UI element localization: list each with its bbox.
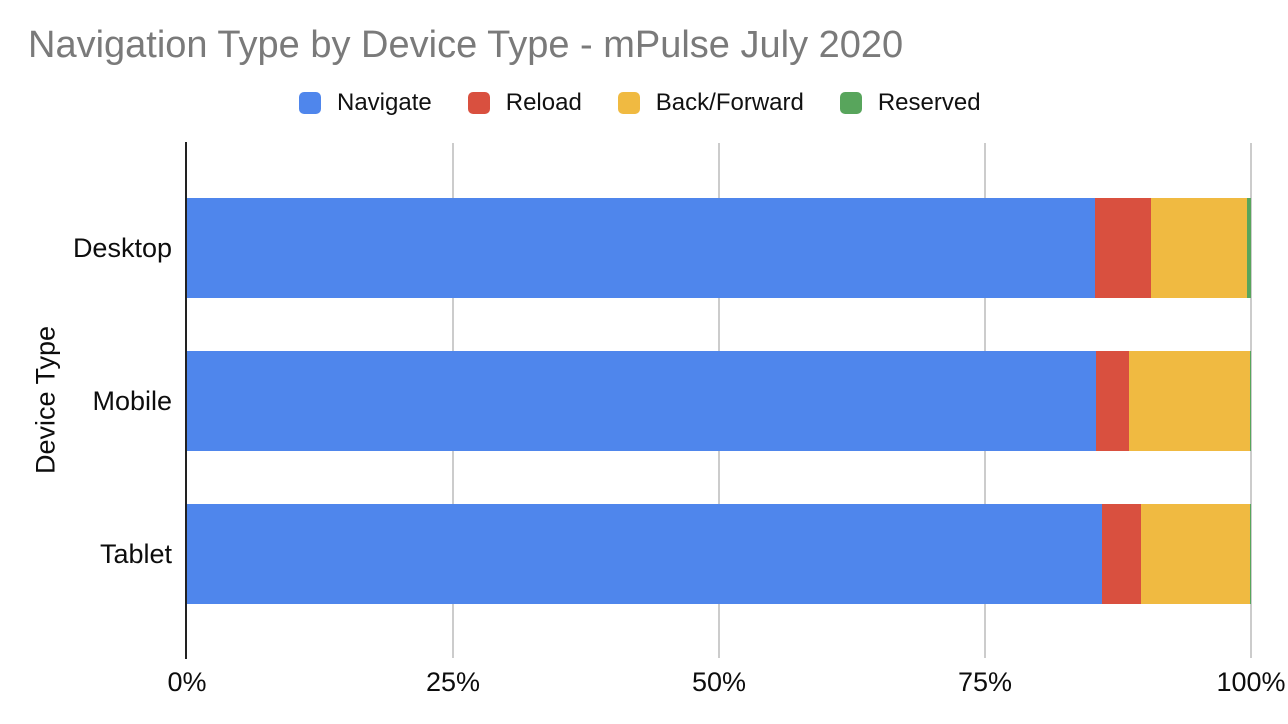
bar-row-tablet — [187, 504, 1251, 604]
legend-label-reserved: Reserved — [877, 89, 981, 116]
x-tick-100: 100% — [1216, 667, 1286, 697]
bar-row-desktop — [187, 198, 1251, 298]
legend: Navigate Reload Back/Forward Reserved — [299, 91, 981, 115]
plot-area — [185, 142, 1252, 659]
bar-mobile-reserved[interactable] — [1249, 351, 1251, 451]
bar-mobile-back-forward[interactable] — [1128, 351, 1250, 451]
bar-desktop-back-forward[interactable] — [1150, 198, 1247, 298]
y-axis-line — [185, 142, 187, 659]
legend-swatch-navigate-icon — [299, 92, 321, 114]
bar-desktop-navigate[interactable] — [187, 198, 1095, 298]
legend-label-back-forward: Back/Forward — [655, 89, 804, 116]
legend-item-reserved[interactable]: Reserved — [839, 89, 981, 116]
bar-tablet-reserved[interactable] — [1249, 504, 1251, 604]
y-label-mobile: Mobile — [92, 386, 172, 416]
legend-item-navigate[interactable]: Navigate — [299, 91, 432, 115]
bar-tablet-back-forward[interactable] — [1141, 504, 1250, 604]
y-label-desktop: Desktop — [72, 233, 172, 263]
x-tick-50: 50% — [691, 667, 747, 697]
chart-title: Navigation Type by Device Type - mPulse … — [28, 24, 904, 66]
legend-item-reload[interactable]: Reload — [467, 89, 582, 116]
x-tick-75: 75% — [957, 667, 1013, 697]
legend-swatch-reload-icon — [467, 92, 490, 114]
y-label-tablet: Tablet — [99, 539, 172, 569]
bar-mobile-reload[interactable] — [1095, 351, 1129, 451]
bar-tablet-navigate[interactable] — [187, 504, 1103, 604]
bar-desktop-reload[interactable] — [1094, 198, 1151, 298]
legend-label-navigate: Navigate — [337, 89, 432, 116]
x-tick-0: 0% — [167, 667, 207, 697]
legend-label-reload: Reload — [505, 89, 582, 116]
bar-mobile-navigate[interactable] — [187, 351, 1096, 451]
legend-swatch-reserved-icon — [839, 92, 862, 114]
x-tick-25: 25% — [425, 667, 481, 697]
bar-desktop-reserved[interactable] — [1246, 198, 1251, 298]
bar-tablet-reload[interactable] — [1102, 504, 1142, 604]
bar-row-mobile — [187, 351, 1251, 451]
gridline-100 — [1250, 143, 1252, 658]
legend-item-back-forward[interactable]: Back/Forward — [617, 89, 804, 116]
legend-swatch-back-forward-icon — [617, 92, 640, 114]
